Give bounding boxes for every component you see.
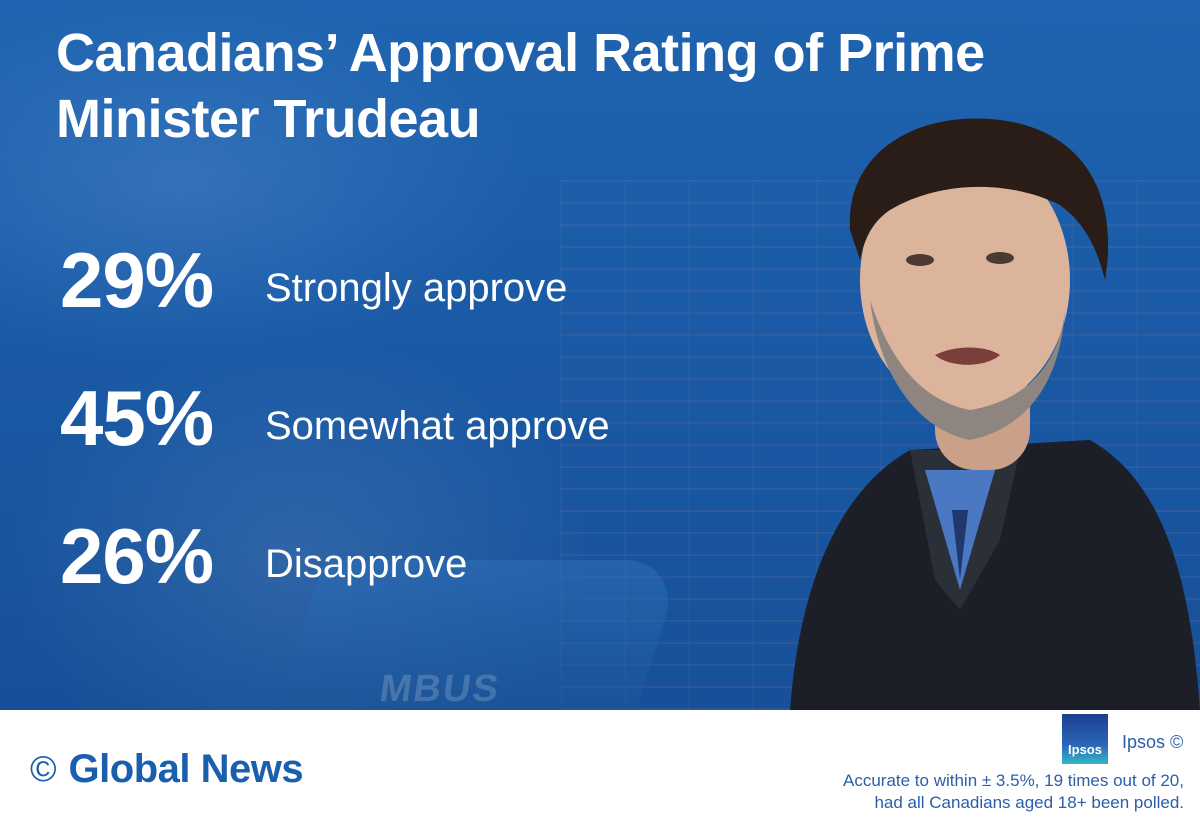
stat-percent: 45% (60, 374, 214, 462)
global-news-logo: © Global News (30, 746, 304, 792)
podium-text: MBUS (377, 668, 503, 710)
ipsos-credit: Ipsos © (1122, 732, 1184, 752)
stat-percent: 29% (60, 236, 214, 324)
headline-title: Canadians’ Approval Rating of Prime Mini… (56, 23, 985, 149)
stat-label: Somewhat approve (265, 404, 610, 448)
stat-label: Disapprove (265, 542, 468, 586)
stat-label: Strongly approve (265, 266, 568, 310)
hero-image: MBUS Canadians’ Approval Rating of Prime… (0, 0, 1200, 710)
disclaimer-line-1: Accurate to within ± 3.5%, 19 times out … (842, 771, 1184, 790)
disclaimer-line-2: had all Canadians aged 18+ been polled. (874, 793, 1184, 812)
copyright-icon: © (30, 748, 57, 789)
poll-disclaimer: Accurate to within ± 3.5%, 19 times out … (764, 770, 1184, 814)
brand-name: Global News (68, 747, 304, 791)
person-photo-icon (790, 118, 1200, 710)
ipsos-logo-icon: Ipsos (1062, 714, 1108, 764)
footer: © Global News Ipsos Ipsos © Accurate to … (0, 710, 1200, 827)
ipsos-logo-text: Ipsos (1068, 742, 1102, 757)
stat-percent: 26% (60, 512, 214, 600)
